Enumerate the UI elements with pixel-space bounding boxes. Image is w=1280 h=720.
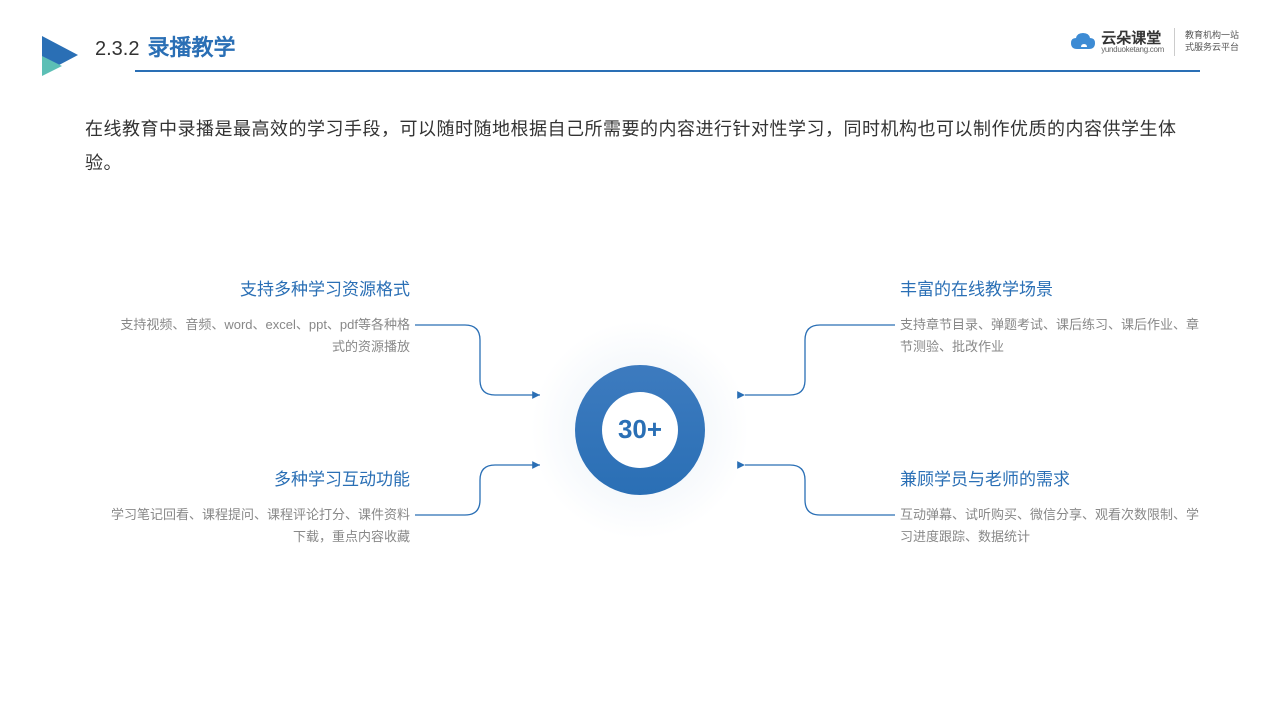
section-title: 录播教学: [147, 30, 235, 62]
center-circle: 30+: [530, 320, 750, 540]
feature-desc: 学习笔记回看、课程提问、课程评论打分、课件资料下载，重点内容收藏: [110, 504, 410, 548]
cloud-icon: [1069, 31, 1097, 53]
logo-divider: [1174, 28, 1175, 56]
logo-tagline: 教育机构一站式服务云平台: [1185, 30, 1240, 53]
feature-desc: 互动弹幕、试听购买、微信分享、观看次数限制、学习进度跟踪、数据统计: [900, 504, 1200, 548]
feature-bottom-left: 多种学习互动功能 学习笔记回看、课程提问、课程评论打分、课件资料下载，重点内容收…: [110, 465, 410, 548]
play-icon: [40, 34, 82, 76]
feature-title: 丰富的在线教学场景: [900, 275, 1200, 300]
feature-bottom-right: 兼顾学员与老师的需求 互动弹幕、试听购买、微信分享、观看次数限制、学习进度跟踪、…: [900, 465, 1200, 548]
logo-brand-en: yunduoketang.com: [1101, 46, 1164, 54]
feature-top-left: 支持多种学习资源格式 支持视频、音频、word、excel、ppt、pdf等各种…: [110, 275, 410, 358]
center-value: 30+: [618, 414, 662, 445]
feature-title: 支持多种学习资源格式: [110, 275, 410, 300]
page-header: 2.3.2 录播教学 云朵课堂 yunduoketang.com 教育机构一站式…: [0, 0, 1280, 72]
section-number: 2.3.2: [95, 38, 139, 61]
cloud-logo: 云朵课堂 yunduoketang.com: [1069, 31, 1164, 54]
feature-title: 兼顾学员与老师的需求: [900, 465, 1200, 490]
logo-area: 云朵课堂 yunduoketang.com 教育机构一站式服务云平台: [1069, 28, 1240, 56]
feature-desc: 支持视频、音频、word、excel、ppt、pdf等各种格式的资源播放: [110, 314, 410, 358]
feature-top-right: 丰富的在线教学场景 支持章节目录、弹题考试、课后练习、课后作业、章节测验、批改作…: [900, 275, 1200, 358]
circle-inner: 30+: [602, 392, 678, 468]
title-underline: [135, 70, 1200, 72]
intro-paragraph: 在线教育中录播是最高效的学习手段，可以随时随地根据自己所需要的内容进行针对性学习…: [0, 72, 1280, 180]
feature-title: 多种学习互动功能: [110, 465, 410, 490]
logo-brand-cn: 云朵课堂: [1101, 31, 1164, 46]
feature-diagram: 30+ 支持多种学习资源格式 支持视频、音频、word、excel、ppt、pd…: [0, 230, 1280, 630]
feature-desc: 支持章节目录、弹题考试、课后练习、课后作业、章节测验、批改作业: [900, 314, 1200, 358]
